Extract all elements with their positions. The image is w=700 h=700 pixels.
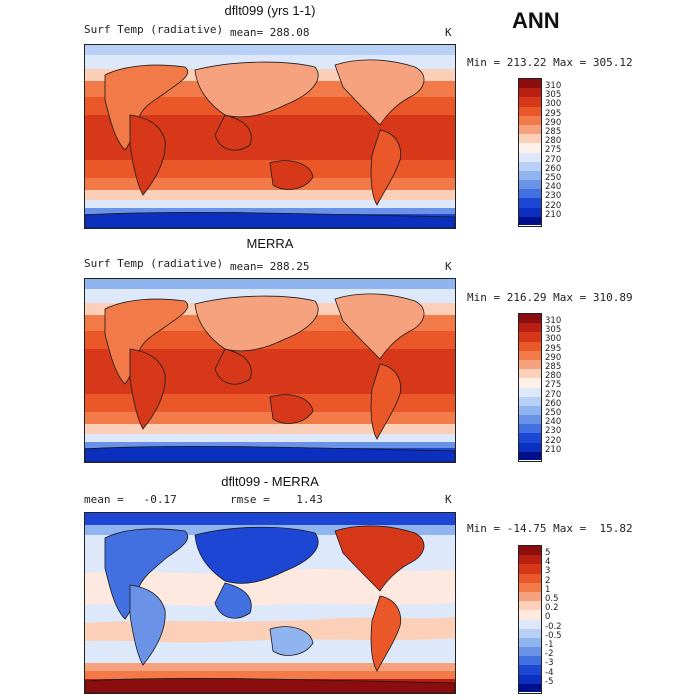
panel-2-title: MERRA: [246, 236, 294, 251]
colorbar-tick-label: 210: [545, 445, 562, 455]
colorbar-tick-label: 300: [545, 99, 562, 109]
panel-2-minmax: Min = 216.29 Max = 310.89: [467, 291, 633, 304]
colorbar-tick-label: 0.2: [545, 603, 559, 613]
colorbar-tick-label: 2: [545, 576, 551, 586]
colorbar-tick-label: 310: [545, 316, 562, 326]
colorbar-tick-label: 0.5: [545, 594, 559, 604]
panel-1-colorbar: [518, 78, 542, 227]
colorbar-tick-label: 250: [545, 408, 562, 418]
panel-3-map-graphic: [85, 513, 455, 693]
colorbar-tick-label: 290: [545, 353, 562, 363]
colorbar-tick-label: 0: [545, 612, 551, 622]
colorbar-tick-label: -0.2: [545, 622, 562, 632]
colorbar-tick-label: 240: [545, 182, 562, 192]
colorbar-tick-label: 230: [545, 191, 562, 201]
panel-2-map-graphic: [85, 279, 455, 462]
colorbar-tick-label: 295: [545, 109, 562, 119]
colorbar-tick-label: 285: [545, 362, 562, 372]
colorbar-tick-label: 310: [545, 81, 562, 91]
colorbar-tick-label: 1: [545, 585, 551, 595]
panel-1-variable-label: Surf Temp (radiative): [84, 23, 224, 36]
colorbar-tick-label: 240: [545, 417, 562, 427]
panel-1-unit-label: K: [445, 26, 452, 39]
panel-2-variable-label: Surf Temp (radiative): [84, 257, 224, 270]
colorbar-tick-label: 300: [545, 334, 562, 344]
panel-2-mean-label: mean= 288.25: [230, 260, 310, 273]
colorbar-tick-label: -4: [545, 668, 554, 678]
colorbar-tick-label: 220: [545, 201, 562, 211]
panel-2-map: [84, 278, 456, 463]
colorbar-tick-label: 3: [545, 566, 551, 576]
colorbar-tick-label: 250: [545, 173, 562, 183]
panel-2-colorbar: [518, 313, 542, 462]
colorbar-tick-label: 220: [545, 436, 562, 446]
colorbar-tick-label: 210: [545, 210, 562, 220]
colorbar-tick-label: 305: [545, 90, 562, 100]
colorbar-tick-label: 290: [545, 118, 562, 128]
colorbar-tick-label: 260: [545, 164, 562, 174]
panel-1-minmax: Min = 213.22 Max = 305.12: [467, 56, 633, 69]
colorbar-tick-label: 5: [545, 548, 551, 558]
season-label: ANN: [512, 8, 560, 33]
colorbar-tick-label: 260: [545, 399, 562, 409]
panel-3-title: dflt099 - MERRA: [221, 474, 319, 489]
panel-3-map: [84, 512, 456, 694]
colorbar-tick-label: 270: [545, 390, 562, 400]
colorbar-tick-label: 280: [545, 371, 562, 381]
panel-3-rmse-label: rmse = 1.43: [230, 493, 323, 506]
panel-1-map: [84, 44, 456, 229]
panel-1-title: dflt099 (yrs 1-1): [224, 3, 316, 18]
colorbar-tick-label: 230: [545, 426, 562, 436]
colorbar-tick-label: 305: [545, 325, 562, 335]
panel-3-colorbar: [518, 545, 542, 694]
colorbar-tick-label: 295: [545, 344, 562, 354]
panel-1-map-graphic: [85, 45, 455, 228]
colorbar-tick-label: -1: [545, 640, 554, 650]
panel-2-unit-label: K: [445, 260, 452, 273]
panel-1-mean-label: mean= 288.08: [230, 26, 310, 39]
colorbar-tick-label: -3: [545, 658, 554, 668]
colorbar-tick-label: 280: [545, 136, 562, 146]
panel-3-mean-label: mean = -0.17: [84, 493, 177, 506]
colorbar-tick-label: -5: [545, 677, 554, 687]
colorbar-tick-label: -0.5: [545, 631, 562, 641]
colorbar-tick-label: 285: [545, 127, 562, 137]
colorbar-tick-label: 275: [545, 380, 562, 390]
colorbar-tick-label: -2: [545, 649, 554, 659]
panel-3-unit-label: K: [445, 493, 452, 506]
colorbar-tick-label: 270: [545, 155, 562, 165]
panel-3-minmax: Min = -14.75 Max = 15.82: [467, 522, 633, 535]
colorbar-tick-label: 4: [545, 557, 551, 567]
colorbar-tick-label: 275: [545, 145, 562, 155]
